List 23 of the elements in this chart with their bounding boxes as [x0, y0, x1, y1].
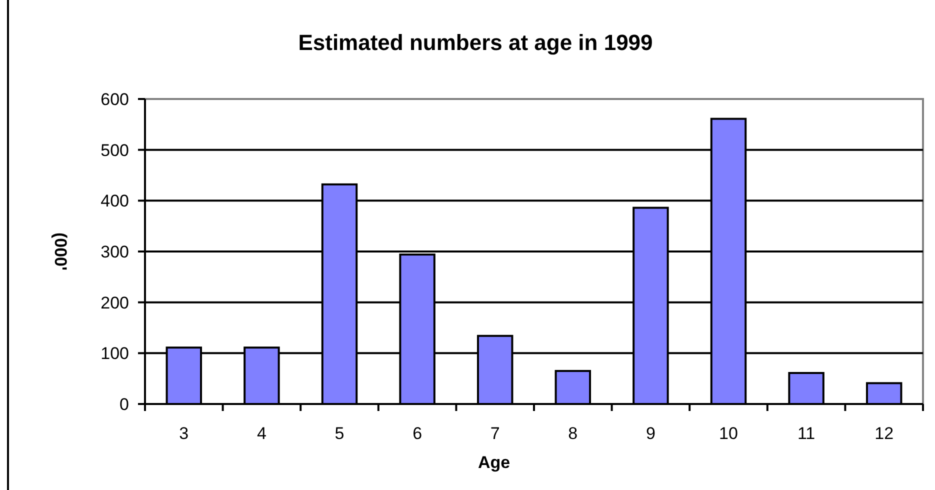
y-tick-label: 100	[100, 344, 129, 364]
x-tick-label: 11	[797, 424, 816, 443]
y-tick-label: 500	[100, 140, 129, 160]
x-tick-label: 8	[568, 424, 578, 443]
bar	[866, 382, 902, 405]
x-tick-label: 9	[646, 424, 656, 443]
y-tick-label: 0	[120, 394, 129, 414]
y-axis-title: (000'	[51, 232, 70, 271]
y-tick-label: 200	[100, 293, 129, 312]
y-tick-label: 300	[100, 242, 129, 262]
x-tick-label: 5	[334, 424, 344, 443]
x-tick-label: 10	[719, 424, 738, 443]
bar	[788, 372, 824, 405]
y-tick-label: 600	[100, 90, 129, 109]
x-tick-label: 3	[179, 424, 189, 443]
chart-title: Estimated numbers at age in 1999	[298, 30, 653, 55]
x-tick-label: 7	[490, 424, 500, 443]
x-axis-title: Age	[478, 453, 510, 472]
x-tick-label: 4	[256, 424, 266, 443]
x-tick-label: 6	[412, 424, 422, 443]
x-tick-label: 12	[874, 424, 894, 443]
bar	[554, 370, 592, 405]
y-tick-label: 400	[100, 192, 129, 211]
